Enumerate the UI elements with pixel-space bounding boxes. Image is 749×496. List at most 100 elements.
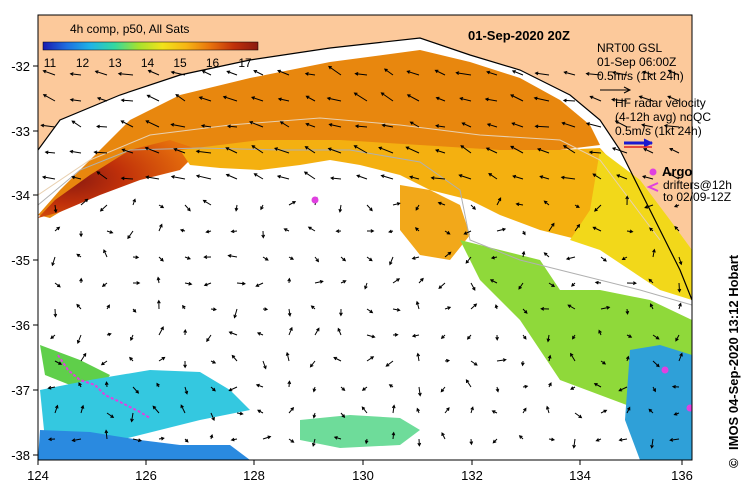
velocity-arrow bbox=[101, 282, 108, 287]
velocity-arrow bbox=[335, 229, 342, 233]
velocity-arrow bbox=[626, 229, 634, 234]
warm-shelf-band bbox=[38, 50, 600, 218]
velocity-arrow bbox=[496, 197, 502, 206]
velocity-arrow bbox=[667, 95, 680, 102]
velocity-arrow bbox=[417, 438, 422, 447]
velocity-arrow bbox=[416, 407, 420, 414]
velocity-arrow bbox=[391, 404, 396, 414]
velocity-arrow bbox=[495, 386, 500, 393]
velocity-arrow bbox=[458, 174, 472, 180]
velocity-arrow bbox=[96, 97, 108, 102]
velocity-arrow bbox=[104, 381, 109, 388]
velocity-arrow bbox=[678, 256, 683, 266]
velocity-arrow bbox=[236, 281, 246, 286]
velocity-arrow bbox=[430, 176, 446, 180]
velocity-arrow bbox=[209, 433, 214, 440]
velocity-arrow bbox=[255, 282, 264, 287]
colorbar-tick-label: 12 bbox=[76, 56, 90, 70]
velocity-arrow bbox=[611, 97, 628, 102]
velocity-arrow bbox=[671, 384, 680, 389]
velocity-arrow bbox=[435, 96, 446, 102]
velocity-arrow bbox=[228, 331, 238, 336]
velocity-arrow bbox=[338, 204, 343, 213]
velocity-arrow bbox=[574, 412, 583, 419]
velocity-arrow bbox=[184, 281, 193, 286]
colorbar-tick-label: 13 bbox=[108, 56, 122, 70]
colorbar-tick-label: 11 bbox=[44, 56, 57, 70]
cyan-patch-southwest bbox=[40, 370, 250, 445]
velocity-arrow bbox=[649, 303, 654, 310]
hf-line3: 0.5m/s (1kt 24h) bbox=[615, 124, 702, 138]
velocity-arrow bbox=[598, 329, 602, 336]
velocity-arrow bbox=[333, 356, 342, 362]
velocity-arrow bbox=[594, 204, 602, 212]
velocity-arrow bbox=[158, 436, 165, 441]
velocity-arrow bbox=[638, 95, 654, 102]
velocity-arrow bbox=[262, 256, 269, 261]
velocity-arrow bbox=[600, 305, 611, 310]
x-tick-label: 124 bbox=[27, 468, 49, 483]
velocity-arrow bbox=[572, 438, 576, 449]
velocity-arrow bbox=[42, 94, 56, 102]
velocity-arrow bbox=[80, 352, 87, 362]
velocity-arrow bbox=[78, 382, 82, 388]
velocity-arrow bbox=[304, 72, 316, 76]
velocity-arrow bbox=[592, 226, 602, 232]
velocity-arrow bbox=[79, 277, 83, 284]
velocity-arrow bbox=[288, 326, 293, 336]
velocity-arrow bbox=[594, 280, 602, 285]
velocity-arrow bbox=[466, 334, 472, 340]
velocity-arrow bbox=[312, 386, 317, 393]
velocity-arrow bbox=[158, 256, 164, 262]
velocity-arrow bbox=[585, 122, 602, 128]
velocity-arrow bbox=[130, 412, 134, 423]
plot-frame bbox=[37, 14, 693, 461]
argo-label: Argo bbox=[662, 164, 692, 179]
velocity-arrow bbox=[100, 360, 108, 366]
velocity-arrow bbox=[340, 280, 347, 284]
velocity-arrow bbox=[600, 409, 608, 414]
velocity-arrow bbox=[470, 303, 478, 310]
velocity-arrow bbox=[277, 69, 290, 76]
colorbar-tick-label: 14 bbox=[141, 56, 155, 70]
velocity-arrow bbox=[69, 149, 82, 154]
velocity-arrow bbox=[184, 256, 191, 260]
velocity-arrow bbox=[444, 306, 452, 310]
velocity-arrow bbox=[96, 124, 108, 129]
velocity-arrow bbox=[314, 327, 320, 336]
velocity-arrow bbox=[132, 308, 137, 313]
velocity-arrow bbox=[203, 282, 212, 287]
velocity-arrow bbox=[147, 69, 160, 76]
velocity-arrow bbox=[337, 327, 342, 336]
velocity-arrow bbox=[249, 121, 264, 128]
velocity-arrow bbox=[328, 123, 342, 128]
velocity-arrow bbox=[440, 386, 446, 393]
velocity-arrow bbox=[510, 94, 524, 102]
velocity-arrow bbox=[521, 250, 526, 258]
velocity-arrow bbox=[677, 282, 682, 293]
velocity-arrow bbox=[600, 256, 607, 262]
velocity-arrow bbox=[182, 304, 186, 310]
velocity-arrow bbox=[356, 174, 368, 180]
velocity-arrow bbox=[463, 230, 472, 235]
velocity-arrow bbox=[486, 123, 498, 128]
copyright-symbol: © bbox=[726, 458, 741, 468]
velocity-arrow bbox=[133, 281, 141, 285]
velocity-arrow bbox=[434, 69, 446, 76]
velocity-arrow bbox=[366, 256, 373, 262]
velocity-arrow bbox=[340, 386, 346, 392]
velocity-arrow bbox=[354, 72, 368, 76]
velocity-arrow bbox=[391, 431, 396, 440]
velocity-arrow bbox=[618, 437, 628, 442]
velocity-arrow bbox=[226, 70, 238, 76]
velocity-arrow bbox=[650, 438, 654, 449]
velocity-arrow bbox=[388, 229, 394, 234]
velocity-arrow bbox=[405, 146, 420, 154]
drifter-legend-marker bbox=[646, 182, 659, 192]
x-tick-label: 128 bbox=[243, 468, 265, 483]
velocity-arrow bbox=[470, 282, 476, 291]
velocity-arrow bbox=[515, 202, 524, 207]
velocity-arrow bbox=[170, 123, 186, 128]
velocity-arrow bbox=[121, 148, 134, 154]
velocity-arrow bbox=[53, 308, 58, 318]
